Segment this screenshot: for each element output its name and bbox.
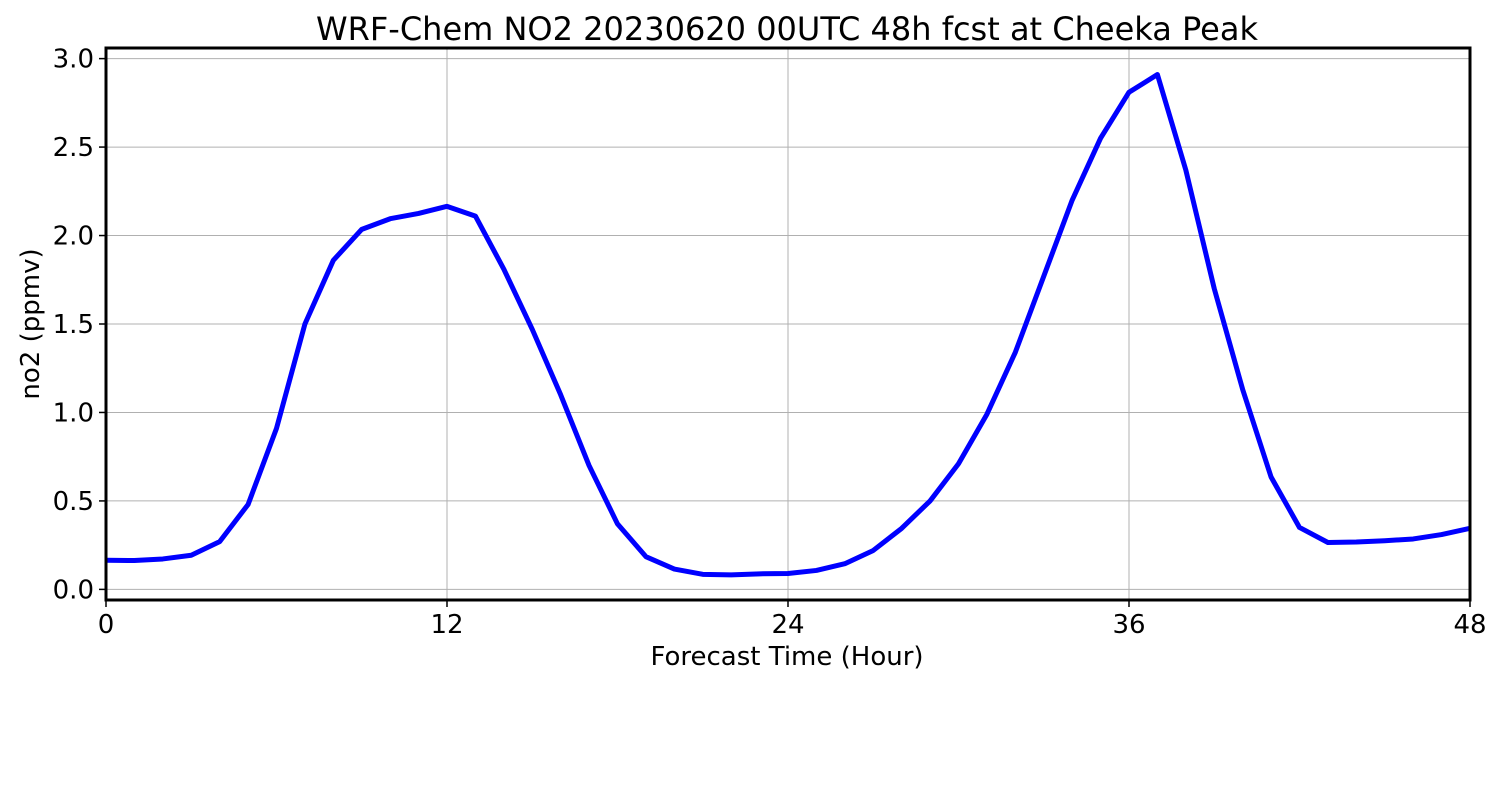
y-tick-label: 2.0: [53, 222, 94, 252]
y-tick-label: 3.0: [53, 45, 94, 75]
x-tick-label: 24: [771, 610, 804, 640]
series-layer: [105, 72, 1471, 578]
y-tick-label: 0.0: [53, 575, 94, 605]
y-tick-label: 1.5: [53, 310, 94, 340]
series-line-0: [105, 72, 1471, 578]
tick-layer: 0 12 24 36 48 0.0 0.5 1.0 1.5 2.0 2.5 3.0: [53, 45, 1487, 640]
y-tick-label: 1.0: [53, 398, 94, 428]
x-tick-label: 48: [1453, 610, 1486, 640]
grid-layer: [105, 48, 1471, 600]
y-tick-label: 2.5: [53, 133, 94, 163]
y-axis-label: no2 (ppmv): [16, 248, 46, 399]
chart-title: WRF-Chem NO2 20230620 00UTC 48h fcst at …: [316, 10, 1258, 48]
y-tick-label: 0.5: [53, 487, 94, 517]
x-tick-label: 0: [98, 610, 115, 640]
x-tick-label: 12: [430, 610, 463, 640]
x-tick-label: 36: [1112, 610, 1145, 640]
x-axis-label: Forecast Time (Hour): [650, 642, 923, 672]
